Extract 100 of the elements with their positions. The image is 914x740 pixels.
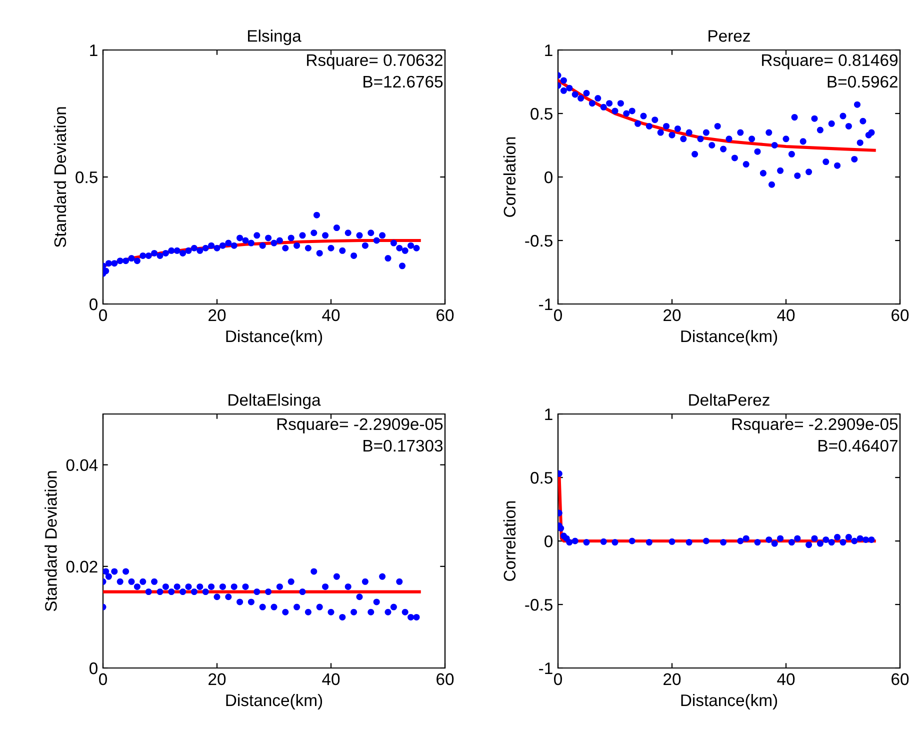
- point: [219, 242, 226, 249]
- point: [128, 578, 135, 585]
- point: [185, 583, 192, 590]
- annotation: Rsquare= -2.2909e-05: [732, 418, 898, 434]
- point: [742, 535, 750, 542]
- point: [236, 234, 244, 242]
- point: [600, 538, 607, 545]
- point: [828, 539, 835, 546]
- point: [304, 244, 312, 252]
- point: [174, 583, 180, 590]
- x-tick-label: 20: [208, 309, 226, 322]
- chart-title: Elsinga: [248, 30, 302, 46]
- y-tick-label: -1: [539, 298, 552, 310]
- point: [140, 252, 146, 259]
- point: [362, 578, 368, 585]
- point: [219, 583, 226, 590]
- point: [116, 258, 124, 264]
- point: [328, 608, 334, 616]
- annotation: Rsquare= -2.2909e-05: [277, 418, 443, 434]
- point: [316, 604, 323, 610]
- point: [310, 230, 318, 236]
- point: [185, 247, 192, 254]
- point: [344, 583, 352, 590]
- y-tick-label: 0: [544, 535, 552, 548]
- y-tick-label: 1: [545, 408, 552, 420]
- point: [310, 568, 318, 575]
- x-tick-label: 40: [322, 309, 340, 322]
- x-axis-title: Distance(km): [681, 330, 778, 346]
- x-tick-label: 0: [554, 673, 562, 686]
- point: [362, 242, 368, 249]
- point: [254, 588, 260, 596]
- point: [122, 258, 130, 264]
- point: [339, 247, 346, 254]
- point: [230, 583, 238, 590]
- point: [402, 247, 408, 254]
- point: [794, 535, 801, 542]
- point: [811, 535, 818, 542]
- point: [140, 578, 146, 585]
- point: [396, 244, 403, 252]
- point: [265, 234, 272, 242]
- point: [350, 608, 358, 616]
- point: [816, 540, 824, 547]
- point: [151, 578, 158, 585]
- point: [162, 583, 169, 590]
- point: [282, 608, 289, 616]
- point: [122, 568, 130, 575]
- point: [333, 573, 340, 580]
- point: [754, 539, 761, 546]
- x-axis-title: Distance(km): [681, 694, 778, 710]
- point: [105, 260, 112, 267]
- point: [398, 262, 406, 270]
- point: [190, 244, 198, 252]
- point: [299, 232, 306, 239]
- point: [259, 242, 266, 249]
- point: [806, 542, 812, 548]
- point: [766, 536, 772, 543]
- point: [777, 535, 784, 542]
- point: [248, 598, 254, 606]
- y-tick-label: 0.5: [76, 171, 98, 184]
- y-axis-title: Correlation: [503, 137, 516, 217]
- point: [862, 536, 870, 543]
- y-tick-label: 1: [90, 44, 98, 56]
- point: [294, 604, 300, 610]
- annotation: Rsquare= 0.81469: [762, 54, 898, 70]
- point: [168, 588, 175, 596]
- point: [242, 583, 249, 590]
- point: [566, 539, 573, 546]
- point: [333, 224, 340, 232]
- y-tick-label: -0.5: [525, 234, 552, 247]
- point: [145, 588, 152, 596]
- annotation: B=0.5962: [828, 76, 898, 88]
- point: [288, 578, 294, 585]
- point: [368, 608, 374, 616]
- point: [190, 588, 198, 596]
- point: [128, 255, 135, 262]
- x-tick-label: 60: [892, 673, 909, 686]
- point: [384, 608, 392, 616]
- x-axis-title: Distance(km): [226, 330, 322, 346]
- point: [379, 573, 386, 580]
- point: [390, 240, 397, 246]
- point: [151, 250, 158, 256]
- point: [408, 614, 414, 620]
- y-tick-label: 0.04: [66, 459, 98, 472]
- point: [384, 255, 392, 262]
- point: [208, 242, 215, 249]
- point: [103, 568, 110, 575]
- point: [242, 237, 249, 244]
- point: [612, 539, 618, 546]
- point: [196, 583, 204, 590]
- y-axis-title: Correlation: [503, 501, 516, 581]
- y-tick-label: -1: [539, 662, 552, 674]
- point: [202, 588, 209, 596]
- point: [225, 594, 232, 600]
- point: [834, 534, 841, 540]
- point: [313, 212, 320, 218]
- point: [822, 536, 830, 543]
- point: [225, 240, 232, 246]
- point: [145, 252, 152, 259]
- x-tick-label: 60: [436, 673, 454, 686]
- annotation: B=0.17303: [364, 440, 443, 452]
